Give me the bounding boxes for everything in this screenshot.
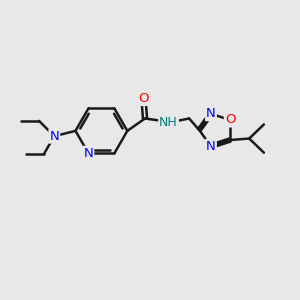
Text: O: O <box>225 113 235 126</box>
Text: O: O <box>138 92 149 105</box>
Text: NH: NH <box>159 116 178 128</box>
Text: N: N <box>206 107 216 120</box>
Text: N: N <box>84 147 93 160</box>
Text: N: N <box>206 140 216 153</box>
Text: N: N <box>50 130 59 143</box>
